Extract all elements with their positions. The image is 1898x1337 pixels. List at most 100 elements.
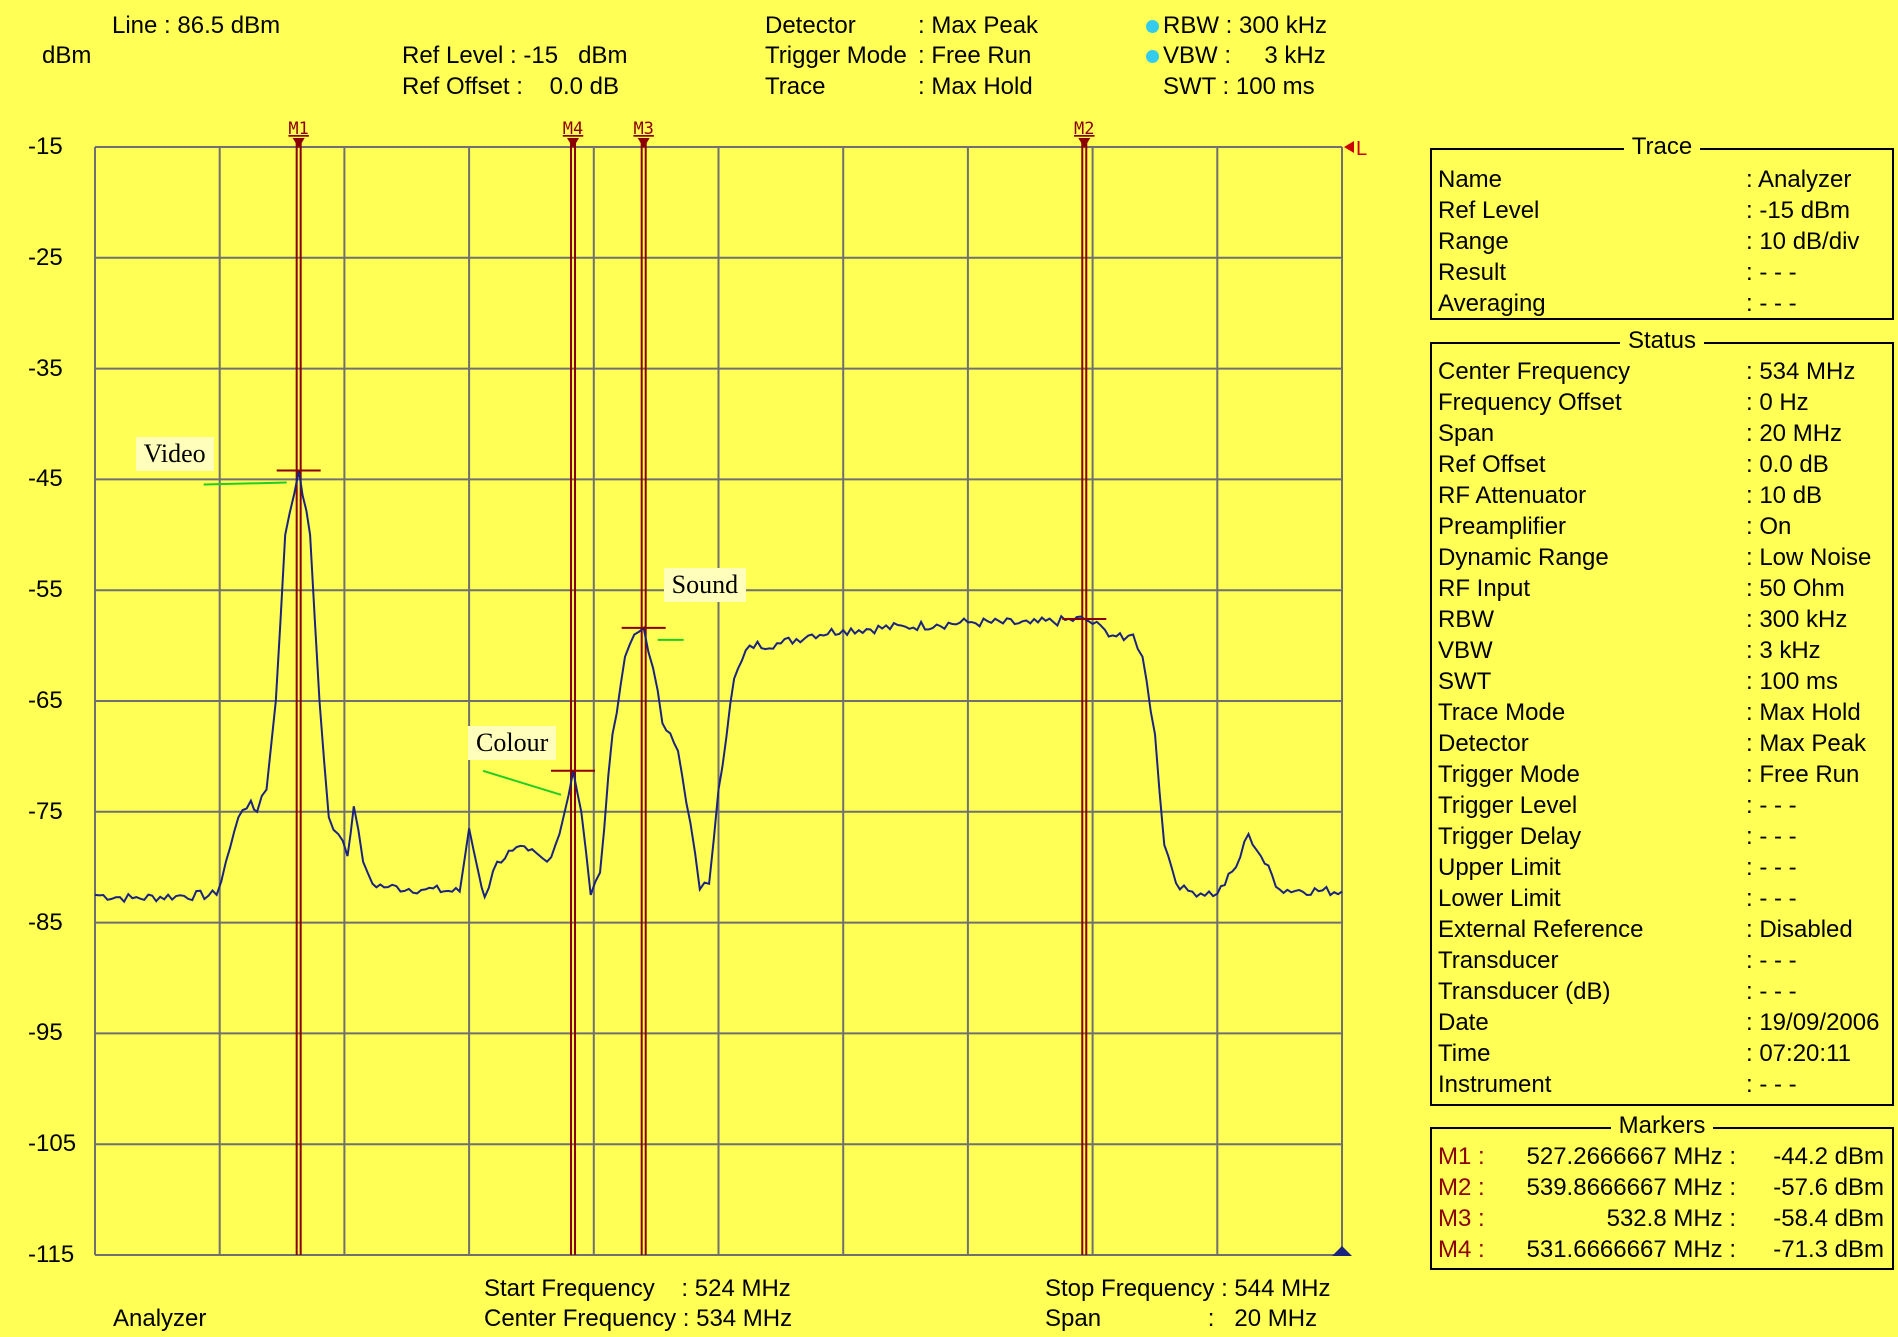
status-panel-key: Ref Offset xyxy=(1438,451,1546,478)
marker-row: M3 : 532.8 MHz : -58.4 dBm xyxy=(1438,1203,1886,1234)
status-panel-value: : - - - xyxy=(1746,885,1797,912)
y-tick-label: -15 xyxy=(28,133,63,160)
trace-panel-key: Result xyxy=(1438,259,1507,286)
detector-value: : Max Peak xyxy=(918,12,1039,39)
status-panel-value: : 20 MHz xyxy=(1746,420,1843,447)
status-panel-row: Span: 20 MHz xyxy=(1438,418,1886,449)
status-panel-value: : 534 MHz xyxy=(1746,358,1856,385)
y-tick-label: -35 xyxy=(28,354,63,382)
marker-arrow-icon xyxy=(637,138,650,148)
status-panel-value: : - - - xyxy=(1746,947,1797,974)
vbw-readout: VBW : 3 kHz xyxy=(1146,42,1326,70)
status-panel-key: External Reference xyxy=(1438,916,1644,943)
center-frequency: Center Frequency : 534 MHz xyxy=(484,1305,793,1332)
y-tick-label: -95 xyxy=(28,1019,63,1047)
status-panel-key: Upper Limit xyxy=(1438,854,1561,881)
marker-frequency: 531.6666667 MHz : xyxy=(1526,1236,1736,1263)
y-tick-label: -25 xyxy=(28,243,63,271)
marker-label-m4: M4 xyxy=(563,119,583,139)
status-panel-value: : 07:20:11 xyxy=(1746,1040,1851,1067)
status-panel-row: External Reference : Disabled xyxy=(1438,914,1886,945)
status-panel-key: Time xyxy=(1438,1040,1491,1067)
callout-leader-line xyxy=(482,769,562,796)
ref-offset: Ref Offset : 0.0 dB xyxy=(402,73,619,100)
trace-panel-title: Trace xyxy=(1432,133,1892,161)
span-readout: Span : 20 MHz xyxy=(1045,1305,1318,1332)
callout-video: Video xyxy=(135,436,214,471)
status-panel-row: Frequency Offset: 0 Hz xyxy=(1438,387,1886,418)
trace-panel-value: : -15 dBm xyxy=(1746,197,1851,224)
status-panel-value: : 50 Ohm xyxy=(1746,575,1845,602)
trace-mode-value: : Max Hold xyxy=(918,73,1033,100)
status-panel-key: Preamplifier xyxy=(1438,513,1567,540)
status-panel-value: : - - - xyxy=(1746,854,1797,881)
status-panel-row: Upper Limit : - - - xyxy=(1438,852,1886,883)
ref-level: Ref Level : -15 dBm xyxy=(402,42,628,69)
status-panel-value: : - - - xyxy=(1746,792,1797,819)
status-panel-key: Transducer (dB) xyxy=(1438,978,1611,1005)
status-panel-row: Lower Limit: - - - xyxy=(1438,883,1886,914)
trace-panel-key: Name xyxy=(1438,166,1503,193)
marker-row: M1 : 527.2666667 MHz : -44.2 dBm xyxy=(1438,1141,1886,1172)
trace-panel-row: Ref Level: -15 dBm xyxy=(1438,195,1886,226)
y-tick-label: -65 xyxy=(28,687,63,714)
status-panel-key: Trigger Level xyxy=(1438,792,1578,819)
status-panel-row: RF Attenuator: 10 dB xyxy=(1438,480,1886,511)
status-panel-row: Transducer (dB) : - - - xyxy=(1438,976,1886,1007)
y-tick-label: -45 xyxy=(28,465,63,493)
scroll-triangle-icon xyxy=(1332,1246,1352,1256)
detector-key: Detector xyxy=(765,12,856,39)
status-panel-key: Detector xyxy=(1438,730,1529,757)
y-tick-label: -85 xyxy=(28,908,63,936)
status-panel-value: : - - - xyxy=(1746,1071,1797,1098)
status-panel-value: : - - - xyxy=(1746,978,1797,1005)
status-panel-row: Trigger Level : - - - xyxy=(1438,790,1886,821)
vbw-dot-icon xyxy=(1146,50,1159,63)
status-panel-row: Time : 07:20:11 xyxy=(1438,1038,1886,1069)
y-tick-label: -55 xyxy=(28,576,63,604)
status-panel-row: RBW : 300 kHz xyxy=(1438,604,1886,635)
limit-line-icon: L xyxy=(1356,138,1367,160)
swt-readout: SWT : 100 ms xyxy=(1163,73,1315,100)
status-panel-value: : 10 dB xyxy=(1746,482,1823,509)
y-tick-label: -75 xyxy=(28,797,63,825)
status-panel-title: Status xyxy=(1432,327,1892,355)
trace-line xyxy=(94,470,1343,904)
trace-panel-value: : - - - xyxy=(1746,290,1797,317)
trace-mode-key: Trace xyxy=(765,73,826,100)
status-panel-key: Trigger Mode xyxy=(1438,761,1580,788)
status-panel-row: RF Input: 50 Ohm xyxy=(1438,573,1886,604)
marker-level: -71.3 dBm xyxy=(1773,1236,1884,1263)
start-frequency: Start Frequency : 524 MHz xyxy=(484,1275,791,1302)
stop-frequency: Stop Frequency : 544 MHz xyxy=(1045,1275,1331,1302)
status-panel-key: Frequency Offset xyxy=(1438,389,1622,416)
status-panel-key: Dynamic Range xyxy=(1438,544,1609,571)
marker-arrow-icon xyxy=(567,138,580,148)
marker-frequency: 527.2666667 MHz : xyxy=(1526,1143,1736,1170)
status-panel-key: Trigger Delay xyxy=(1438,823,1582,850)
marker-id: M1 : xyxy=(1438,1143,1485,1170)
marker-id: M3 : xyxy=(1438,1205,1485,1232)
trace-panel-row: Result: - - - xyxy=(1438,257,1886,288)
status-panel-row: Preamplifier: On xyxy=(1438,511,1886,542)
marker-level: -44.2 dBm xyxy=(1773,1143,1884,1170)
status-panel-value: : 300 kHz xyxy=(1746,606,1848,633)
status-panel-value: : Max Peak xyxy=(1746,730,1867,757)
status-panel-key: RBW xyxy=(1438,606,1494,633)
marker-row: M2 : 539.8666667 MHz : -57.6 dBm xyxy=(1438,1172,1886,1203)
trace-panel: Trace Name: Analyzer Ref Level: -15 dBm Ra… xyxy=(1430,133,1894,320)
marker-label-m1: M1 xyxy=(288,119,308,139)
status-panel-value: : - - - xyxy=(1746,823,1797,850)
status-panel-value: : Low Noise xyxy=(1746,544,1872,571)
status-panel-row: Instrument: - - - xyxy=(1438,1069,1886,1100)
status-panel-key: Transducer xyxy=(1438,947,1559,974)
callout-leader-line xyxy=(203,481,287,486)
callout-colour: Colour xyxy=(468,725,557,760)
marker-id: M4 : xyxy=(1438,1236,1485,1263)
rbw-dot-icon xyxy=(1146,20,1159,33)
trace-panel-row: Range: 10 dB/div xyxy=(1438,226,1886,257)
status-panel-row: SWT: 100 ms xyxy=(1438,666,1886,697)
status-panel-value: : Disabled xyxy=(1746,916,1853,943)
status-panel-row: Trigger Delay : - - - xyxy=(1438,821,1886,852)
status-panel-key: Trace Mode xyxy=(1438,699,1566,726)
